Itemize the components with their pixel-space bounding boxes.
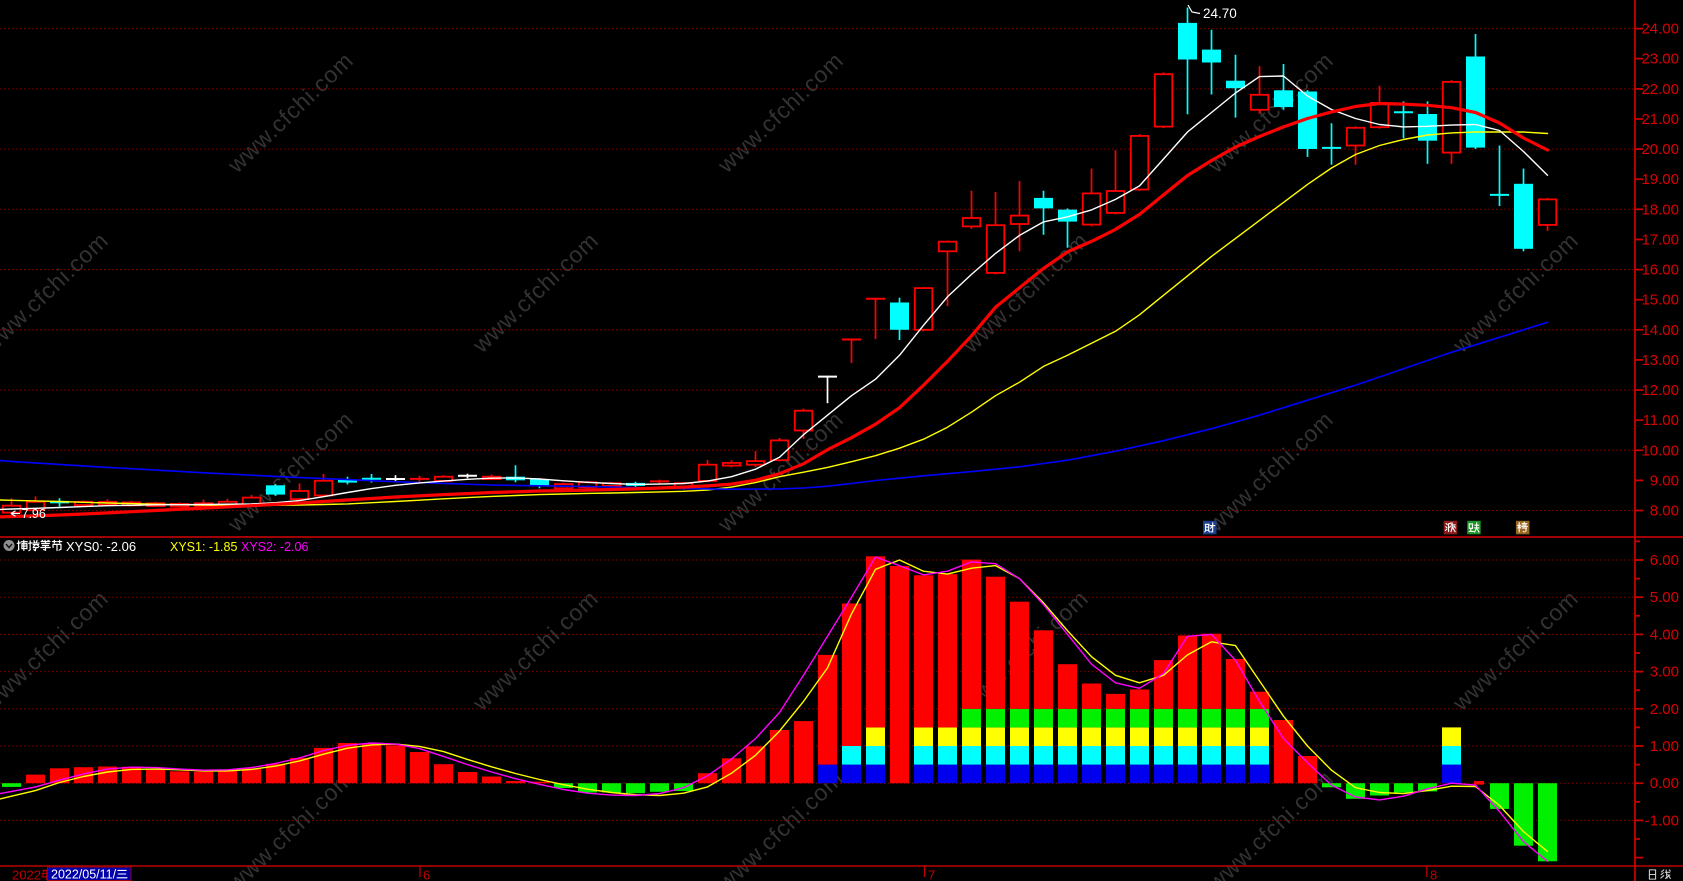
svg-text:2022: 2022 — [12, 868, 41, 881]
svg-text:3.00: 3.00 — [1650, 664, 1679, 681]
svg-text:XYS1: -1.85: XYS1: -1.85 — [170, 540, 237, 554]
svg-text:20.00: 20.00 — [1641, 141, 1679, 158]
svg-text:1.00: 1.00 — [1650, 738, 1679, 755]
svg-text:16.00: 16.00 — [1641, 262, 1679, 279]
svg-text:4.00: 4.00 — [1650, 626, 1679, 643]
svg-text:8: 8 — [1430, 868, 1437, 881]
svg-text:24.70: 24.70 — [1203, 6, 1237, 21]
svg-text:-1.00: -1.00 — [1645, 812, 1679, 829]
svg-text:6.00: 6.00 — [1650, 552, 1679, 569]
svg-text:17.00: 17.00 — [1641, 232, 1679, 249]
svg-text:24.00: 24.00 — [1641, 21, 1679, 38]
svg-text:15.00: 15.00 — [1641, 292, 1679, 309]
svg-text:13.00: 13.00 — [1641, 352, 1679, 369]
svg-text:2022/05/11/: 2022/05/11/ — [51, 868, 117, 881]
svg-text:14.00: 14.00 — [1641, 322, 1679, 339]
svg-text:22.00: 22.00 — [1641, 81, 1679, 98]
svg-text:18.00: 18.00 — [1641, 201, 1679, 218]
svg-text:23.00: 23.00 — [1641, 51, 1679, 68]
svg-text:11.00: 11.00 — [1643, 412, 1679, 429]
svg-text:21.00: 21.00 — [1641, 111, 1679, 128]
svg-text:12.00: 12.00 — [1641, 382, 1679, 399]
svg-text:7.96: 7.96 — [22, 507, 46, 521]
svg-text:0.00: 0.00 — [1650, 775, 1679, 792]
svg-text:8.00: 8.00 — [1650, 503, 1679, 520]
svg-text:2.00: 2.00 — [1650, 701, 1679, 718]
svg-text:10.00: 10.00 — [1641, 442, 1679, 459]
svg-text:6: 6 — [423, 868, 430, 881]
svg-text:9.00: 9.00 — [1650, 472, 1679, 489]
svg-text:7: 7 — [928, 868, 935, 881]
svg-text:XYS2: -2.06: XYS2: -2.06 — [241, 540, 308, 554]
svg-text:5.00: 5.00 — [1650, 589, 1679, 606]
svg-text:19.00: 19.00 — [1641, 171, 1679, 188]
svg-text:XYS0: -2.06: XYS0: -2.06 — [66, 539, 136, 554]
